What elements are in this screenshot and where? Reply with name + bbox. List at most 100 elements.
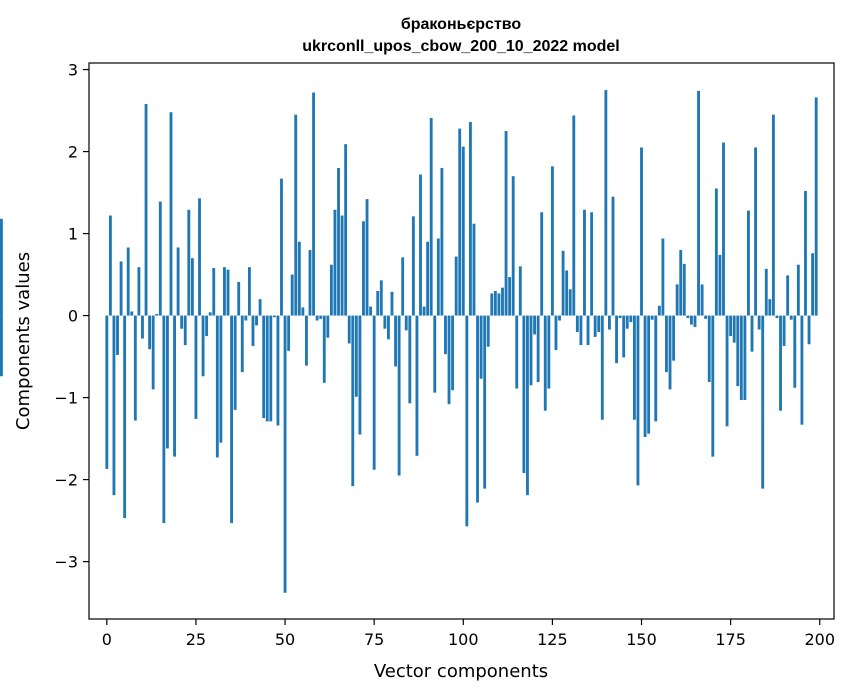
- bar: [679, 249, 683, 316]
- bar: [322, 315, 326, 383]
- bar: [190, 258, 194, 316]
- bar: [597, 315, 601, 332]
- bar: [565, 270, 569, 316]
- bar: [265, 315, 269, 422]
- bar: [116, 315, 119, 355]
- bar: [319, 315, 323, 319]
- bar: [208, 312, 212, 316]
- bar: [312, 92, 315, 316]
- bar: [583, 209, 586, 316]
- bar: [387, 315, 390, 340]
- bar: [468, 122, 472, 316]
- bar: [722, 142, 725, 316]
- bar: [782, 315, 786, 346]
- bar: [622, 315, 626, 358]
- bar: [219, 315, 223, 443]
- bar: [255, 315, 258, 326]
- bar: [657, 305, 661, 316]
- bar: [661, 238, 665, 316]
- bar: [632, 315, 636, 420]
- bar: [247, 267, 251, 316]
- bar: [604, 90, 608, 316]
- bar: [775, 315, 779, 319]
- bar: [173, 315, 176, 457]
- bar: [625, 315, 629, 329]
- bar: [176, 247, 180, 316]
- bar: [750, 315, 754, 352]
- bar: [130, 311, 134, 316]
- bar: [768, 299, 772, 316]
- x-tick-label: 175: [715, 630, 746, 649]
- bar: [761, 315, 765, 489]
- bar: [272, 315, 276, 318]
- bar: [379, 280, 383, 316]
- bar-series: [0, 90, 818, 593]
- bar: [804, 190, 807, 316]
- bar: [287, 315, 291, 351]
- bar: [194, 315, 198, 419]
- bar: [151, 315, 155, 390]
- bar: [326, 315, 330, 338]
- bar: [518, 266, 522, 316]
- bar: [483, 315, 487, 489]
- bar: [237, 281, 241, 316]
- bar: [158, 201, 162, 316]
- bar: [725, 315, 729, 427]
- x-tick-label: 25: [186, 630, 206, 649]
- bar: [308, 249, 312, 316]
- y-tick-label: 3: [68, 61, 78, 80]
- y-tick-label: −1: [54, 389, 78, 408]
- bar: [123, 315, 127, 519]
- bar: [144, 104, 148, 316]
- bar: [461, 146, 465, 316]
- bar: [618, 315, 622, 319]
- bar: [397, 315, 401, 476]
- bar: [408, 315, 412, 404]
- bar: [415, 315, 419, 456]
- bar: [276, 315, 280, 426]
- bar: [0, 218, 3, 316]
- bar: [572, 115, 576, 316]
- bar: [533, 315, 536, 335]
- bar: [365, 199, 369, 316]
- bar: [290, 274, 294, 316]
- y-axis-ticks: −3 −2 −1 0 1 2 3: [54, 61, 89, 572]
- bar: [786, 275, 790, 316]
- x-axis-label: Vector components: [374, 661, 548, 682]
- bar: [126, 247, 130, 316]
- bar: [166, 315, 169, 449]
- bar: [579, 315, 583, 346]
- bar: [212, 268, 216, 316]
- bar: [436, 238, 440, 316]
- bar: [426, 241, 430, 316]
- bar: [262, 315, 266, 419]
- bar: [764, 268, 768, 316]
- x-tick-label: 125: [537, 630, 568, 649]
- bar: [198, 198, 201, 316]
- bar: [465, 315, 469, 527]
- x-tick-label: 100: [448, 630, 479, 649]
- bar: [718, 254, 722, 316]
- bar: [440, 167, 444, 316]
- bar: [451, 315, 455, 391]
- bar: [522, 315, 526, 474]
- bar: [119, 261, 123, 316]
- bar: [757, 315, 761, 330]
- bar: [294, 114, 298, 316]
- bar: [269, 315, 273, 422]
- bar: [793, 315, 797, 388]
- bar: [223, 267, 226, 316]
- bar: [148, 315, 152, 350]
- y-tick-label: 1: [68, 225, 78, 244]
- bar: [732, 315, 736, 343]
- bar: [141, 315, 144, 339]
- bar: [137, 267, 141, 316]
- bar: [711, 315, 715, 457]
- bar: [329, 264, 333, 316]
- bar: [383, 315, 387, 329]
- bar: [472, 223, 476, 316]
- bar: [543, 315, 547, 411]
- bar: [490, 293, 494, 316]
- bar: [419, 174, 422, 316]
